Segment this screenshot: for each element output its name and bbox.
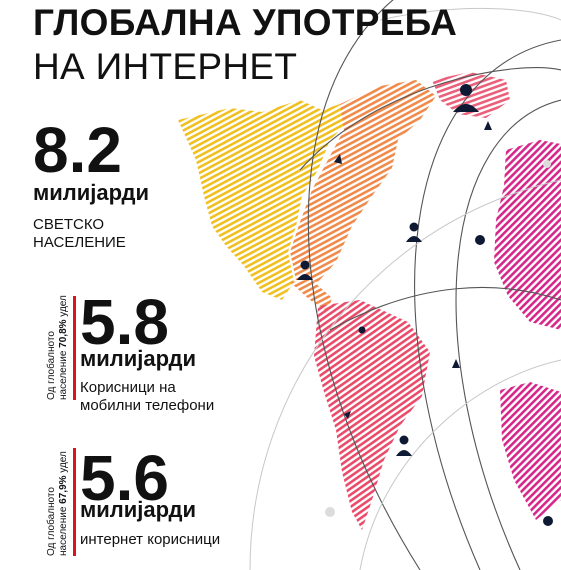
europe-africa-landmass — [494, 140, 561, 330]
stat-unit: милијарди — [80, 346, 197, 371]
central-america-landmass — [290, 280, 332, 312]
north-america-landmass — [178, 100, 352, 300]
north-america-east — [290, 80, 436, 282]
arrow-icon — [344, 411, 351, 419]
accent-bar — [73, 296, 76, 400]
stat-share-label: Од глобалното население 70,8% удел — [46, 295, 69, 400]
arrow-icon — [452, 359, 460, 368]
arrow-icon — [484, 121, 492, 130]
south-america-landmass — [314, 300, 430, 530]
stat-number: 8.2 — [33, 114, 122, 186]
stat-unit: милијарди — [80, 497, 197, 522]
node-dot-icon — [358, 326, 366, 334]
node-dot-icon — [543, 516, 553, 526]
accent-bar — [73, 448, 76, 556]
person-icon — [406, 222, 422, 242]
stat-number: 5.6 — [80, 442, 169, 514]
stat-description: Корисници на мобилни телефони — [80, 379, 215, 414]
africa-south-landmass — [500, 382, 561, 520]
node-dot-icon — [325, 507, 335, 517]
page-title: ГЛОБАЛНА УПОТРЕБА — [33, 2, 458, 43]
person-icon — [453, 84, 479, 112]
page-subtitle: НА ИНТЕРНЕТ — [33, 46, 298, 87]
person-icon — [396, 435, 412, 456]
person-icon — [297, 260, 313, 280]
stat-unit: милијарди — [33, 180, 150, 205]
stat-number: 5.8 — [80, 286, 169, 358]
stat-description: СВЕТСКО НАСЕЛЕНИЕ — [33, 216, 126, 251]
stat-share-label: Од глобалното население 67,9% удел — [46, 451, 69, 556]
stat-description: интернет корисници — [80, 531, 221, 548]
node-dot-icon — [475, 235, 485, 245]
greenland-landmass — [432, 72, 510, 118]
node-dot-icon — [543, 160, 551, 168]
arrow-icon — [334, 154, 342, 164]
